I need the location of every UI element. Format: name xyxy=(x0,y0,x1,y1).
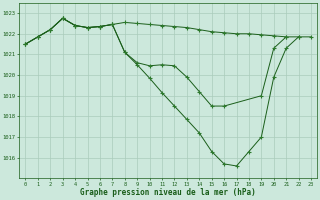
X-axis label: Graphe pression niveau de la mer (hPa): Graphe pression niveau de la mer (hPa) xyxy=(80,188,256,197)
